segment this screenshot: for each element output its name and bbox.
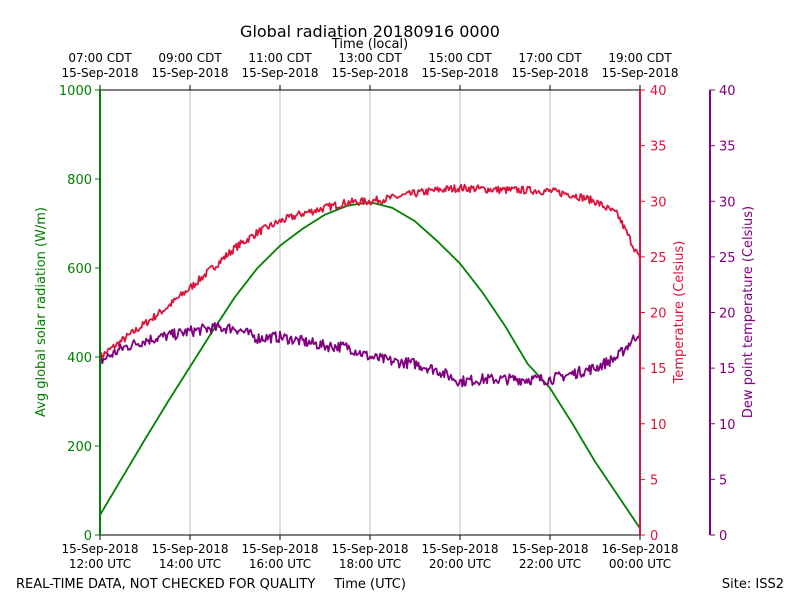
x-tick-label-date: 15-Sep-2018 xyxy=(151,542,228,556)
temp-tick-label: 0 xyxy=(650,529,658,544)
dew-tick-label: 10 xyxy=(719,418,736,433)
left-tick-label: 0 xyxy=(84,529,92,544)
top-tick-label-date: 15-Sep-2018 xyxy=(241,66,318,80)
left-axis-label: Avg global solar radiation (W/m) xyxy=(34,207,49,417)
dew-tick-label: 20 xyxy=(719,307,736,322)
x-tick-label-date: 15-Sep-2018 xyxy=(331,542,408,556)
dew-tick-label: 35 xyxy=(719,140,736,155)
temp-tick-label: 40 xyxy=(650,84,667,99)
top-tick-label-date: 15-Sep-2018 xyxy=(61,66,138,80)
left-tick-label: 600 xyxy=(67,262,92,277)
top-tick-label-date: 15-Sep-2018 xyxy=(151,66,228,80)
top-tick-label-date: 15-Sep-2018 xyxy=(601,66,678,80)
left-tick-label: 200 xyxy=(67,440,92,455)
top-tick-label-time: 09:00 CDT xyxy=(158,51,222,65)
temp-tick-label: 30 xyxy=(650,195,667,210)
x-tick-label-time: 00:00 UTC xyxy=(609,557,671,571)
x-tick-label-time: 20:00 UTC xyxy=(429,557,491,571)
top-tick-label-date: 15-Sep-2018 xyxy=(421,66,498,80)
x-tick-label-time: 16:00 UTC xyxy=(249,557,311,571)
x-tick-label-time: 12:00 UTC xyxy=(69,557,131,571)
x-tick-label-date: 15-Sep-2018 xyxy=(511,542,588,556)
left-tick-label: 800 xyxy=(67,173,92,188)
left-tick-label: 400 xyxy=(67,351,92,366)
x-tick-label-time: 22:00 UTC xyxy=(519,557,581,571)
x-tick-label-date: 15-Sep-2018 xyxy=(61,542,138,556)
quality-warning: REAL-TIME DATA, NOT CHECKED FOR QUALITY xyxy=(16,577,315,592)
x-tick-label-time: 18:00 UTC xyxy=(339,557,401,571)
temp-tick-label: 25 xyxy=(650,251,667,266)
temp-tick-label: 35 xyxy=(650,140,667,155)
temp-tick-label: 15 xyxy=(650,362,667,377)
temp-tick-label: 20 xyxy=(650,307,667,322)
temp-axis-label: Temperature (Celsius) xyxy=(672,241,687,385)
top-axis-label: Time (local) xyxy=(331,37,408,52)
chart-title: Global radiation 20180916 0000 xyxy=(240,22,500,41)
x-tick-label-date: 15-Sep-2018 xyxy=(421,542,498,556)
series-line-temperature xyxy=(99,183,641,362)
left-tick-label: 1000 xyxy=(59,84,92,99)
dew-axis-label: Dew point temperature (Celsius) xyxy=(741,206,756,418)
dew-tick-label: 5 xyxy=(719,473,727,488)
temp-tick-label: 5 xyxy=(650,473,658,488)
x-tick-label-date: 15-Sep-2018 xyxy=(241,542,318,556)
top-tick-label-date: 15-Sep-2018 xyxy=(511,66,588,80)
dew-tick-label: 0 xyxy=(719,529,727,544)
series-line-dew-point-temperature xyxy=(99,321,641,388)
top-tick-label-time: 15:00 CDT xyxy=(428,51,492,65)
x-tick-label-date: 16-Sep-2018 xyxy=(601,542,678,556)
top-tick-label-time: 19:00 CDT xyxy=(608,51,672,65)
top-tick-label-time: 17:00 CDT xyxy=(518,51,582,65)
top-tick-label-date: 15-Sep-2018 xyxy=(331,66,408,80)
dew-tick-label: 15 xyxy=(719,362,736,377)
site-label: Site: ISS2 xyxy=(722,577,784,592)
top-tick-label-time: 11:00 CDT xyxy=(248,51,312,65)
top-tick-label-time: 07:00 CDT xyxy=(68,51,132,65)
dew-tick-label: 40 xyxy=(719,84,736,99)
temp-tick-label: 10 xyxy=(650,418,667,433)
x-tick-label-time: 14:00 UTC xyxy=(159,557,221,571)
x-axis-label: Time (UTC) xyxy=(333,577,406,592)
gridlines xyxy=(99,90,641,535)
top-tick-label-time: 13:00 CDT xyxy=(338,51,402,65)
dew-tick-label: 25 xyxy=(719,251,736,266)
series-group xyxy=(99,183,641,529)
dew-tick-label: 30 xyxy=(719,195,736,210)
